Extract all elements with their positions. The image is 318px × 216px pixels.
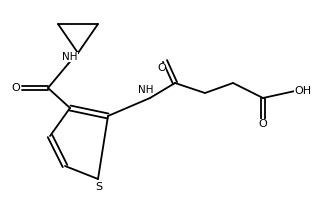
Text: NH: NH <box>62 52 78 62</box>
Text: NH: NH <box>138 85 154 95</box>
Text: O: O <box>158 63 166 73</box>
Text: O: O <box>259 119 267 129</box>
Text: S: S <box>95 182 103 192</box>
Text: O: O <box>12 83 20 93</box>
Text: OH: OH <box>294 86 312 96</box>
